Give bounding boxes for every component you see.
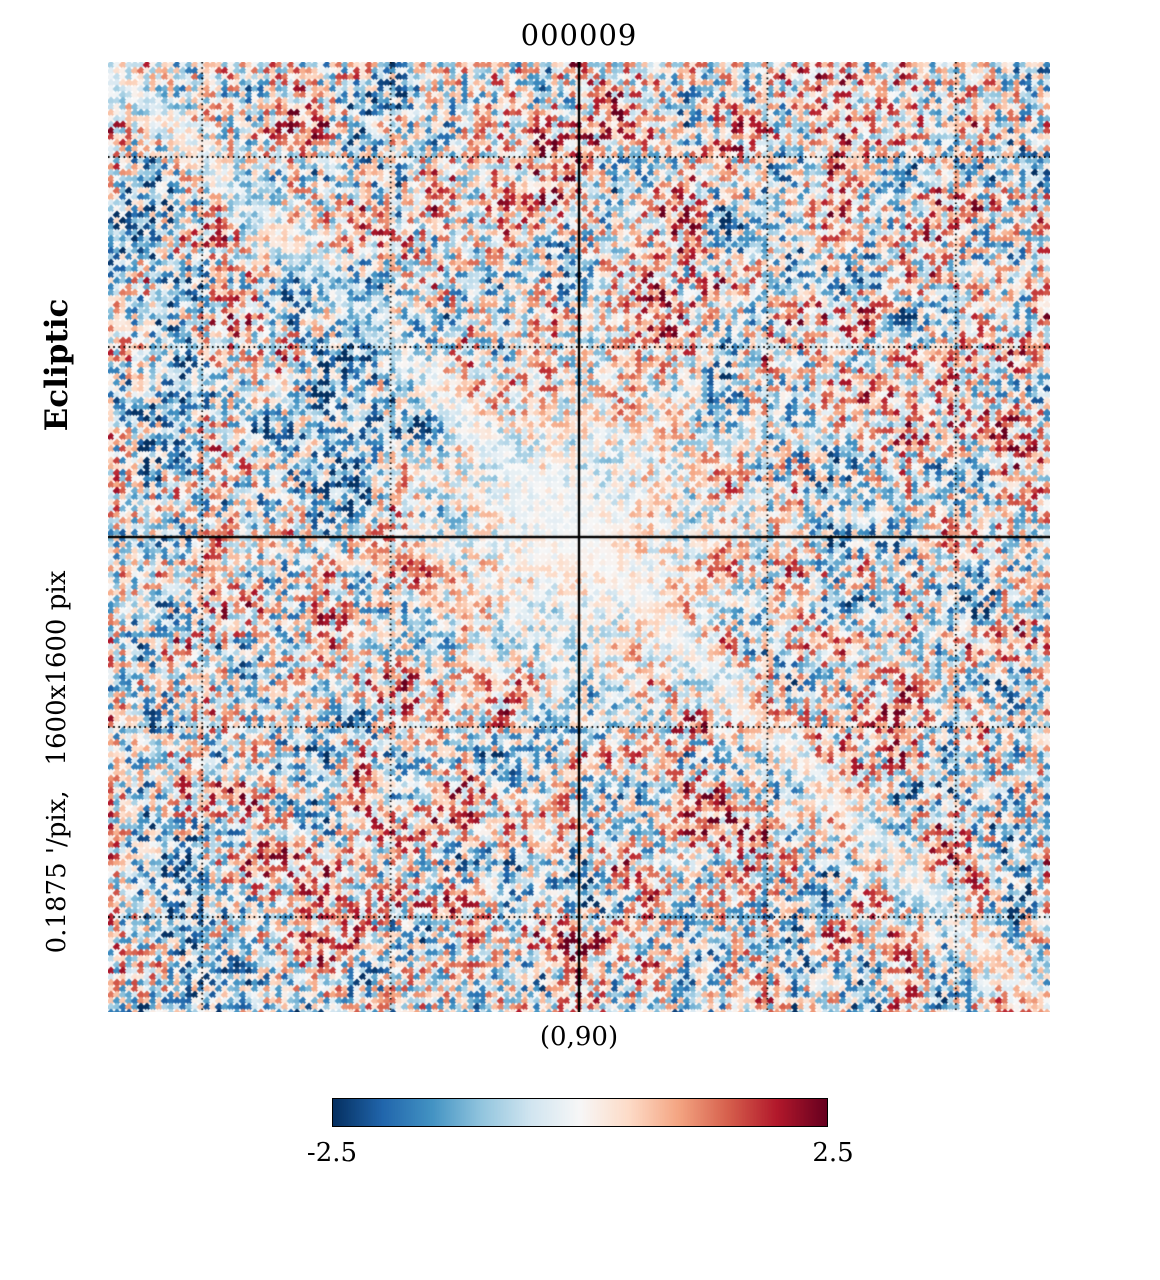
sky-map-canvas <box>108 62 1050 1012</box>
colorbar-max-label: 2.5 <box>812 1138 854 1168</box>
sky-map-area <box>108 62 1050 1012</box>
projection-center-label: (0,90) <box>539 1022 619 1052</box>
coordinate-system-label: Ecliptic <box>39 298 75 432</box>
resolution-label: 0.1875 '/pix, 1600x1600 pix <box>42 570 72 954</box>
figure-title: 000009 <box>520 18 638 52</box>
colorbar-min-label: -2.5 <box>306 1138 358 1168</box>
colorbar-canvas <box>332 1098 828 1127</box>
